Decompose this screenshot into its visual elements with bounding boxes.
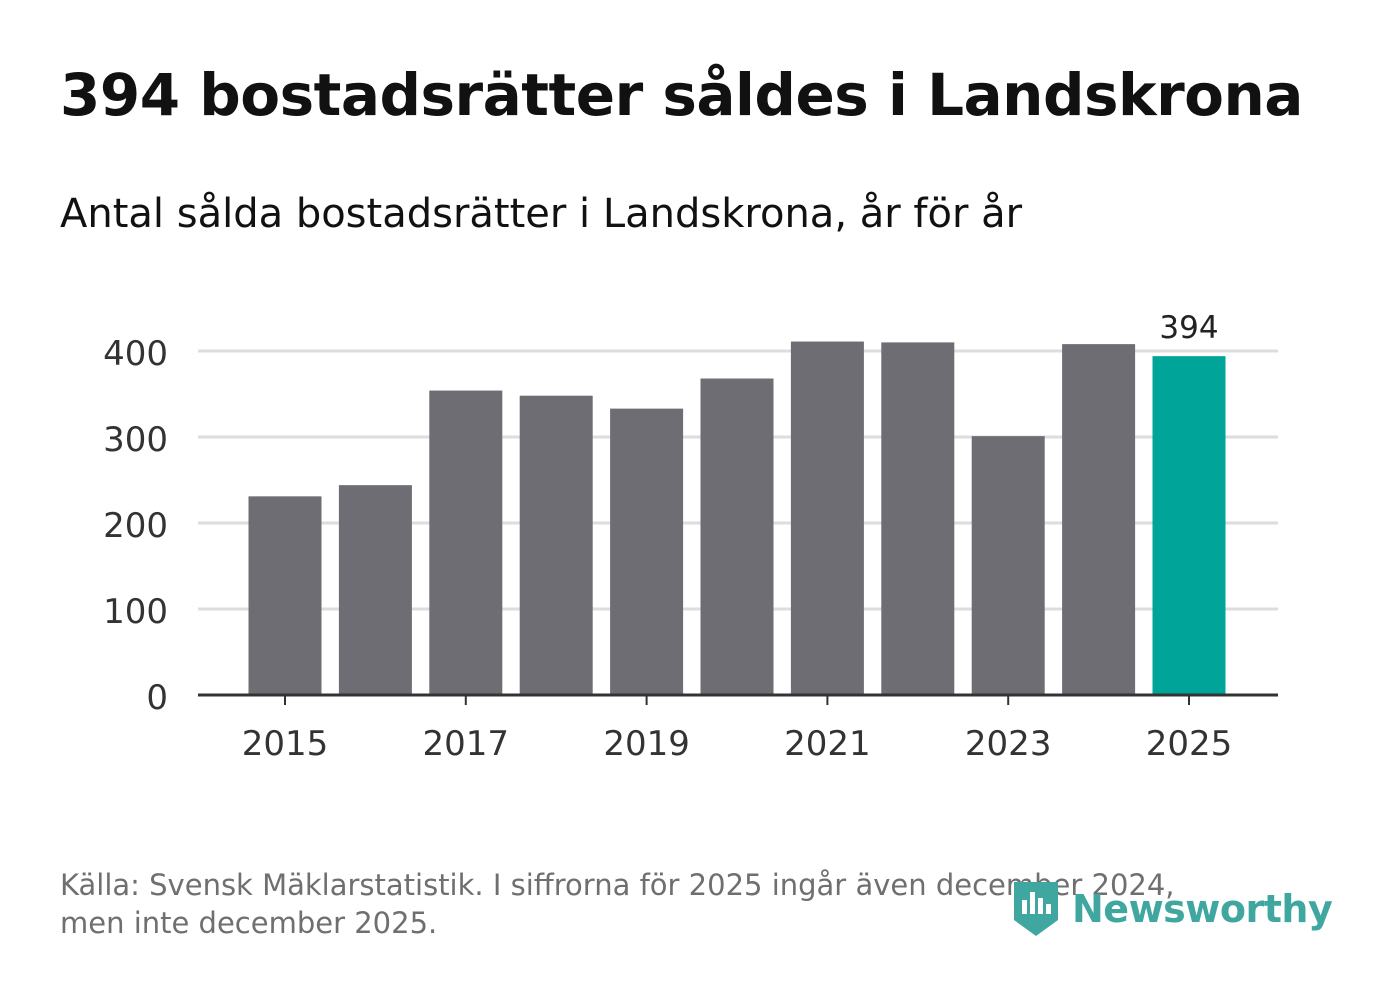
source-note: Källa: Svensk Mäklarstatistik. I siffror… [60,866,1240,942]
x-tick-label-2023: 2023 [965,724,1052,764]
chart-title: 394 bostadsrätter såldes i Landskrona [60,61,1303,129]
x-axis: 2015 2017 2019 2021 2023 2025 [198,693,1278,764]
x-tick-label-2019: 2019 [603,724,690,764]
y-tick-label-400: 400 [103,334,168,374]
bar-2015 [248,496,322,695]
bars [248,341,1226,695]
brand-name: Newsworthy [1072,887,1333,931]
source-line-2: men inte december 2025. [60,906,438,940]
chart-subtitle: Antal sålda bostadsrätter i Landskrona, … [60,191,1023,237]
bar-2021 [790,341,864,695]
y-tick-label-200: 200 [103,506,168,546]
y-tick-label-0: 0 [146,678,168,718]
x-tick-label-2017: 2017 [423,724,510,764]
x-tick-label-2021: 2021 [784,724,871,764]
x-tick-label-2025: 2025 [1146,724,1233,764]
x-tick-label-2015: 2015 [242,724,329,764]
bar-2020 [700,378,774,695]
bar-2018 [519,395,593,695]
data-labels: 394 [1159,310,1218,346]
bar-2019 [610,408,684,695]
bar-2017 [429,390,503,695]
bar-2025 [1152,356,1226,695]
bar-2016 [338,485,412,695]
newsworthy-logo-icon [1014,882,1058,936]
bar-2024 [1062,344,1136,695]
bar-2023 [971,436,1045,695]
bar-2022 [881,342,955,695]
y-axis-ticks: 0 100 200 300 400 [103,334,168,718]
source-line-1: Källa: Svensk Mäklarstatistik. I siffror… [60,868,1175,902]
y-tick-label-300: 300 [103,420,168,460]
y-tick-label-100: 100 [103,592,168,632]
newsworthy-logo: Newsworthy [1010,878,1333,940]
data-label-2025: 394 [1159,310,1218,346]
